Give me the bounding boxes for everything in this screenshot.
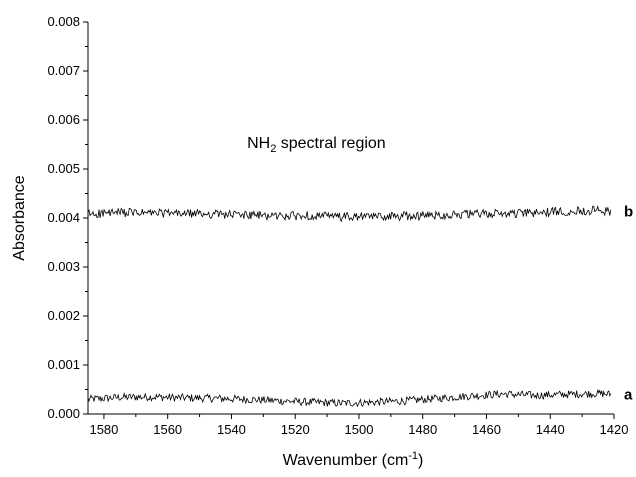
y-axis-ticks: 0.000 0.001 0.002 0.003 0.004 0.005 0.006 0.007… — [47, 14, 88, 421]
y-tick-label: 0.000 — [47, 406, 80, 421]
y-tick-label: 0.007 — [47, 63, 80, 78]
x-axis-ticks: 1580 1560 1540 1520 1500 1480 1460 1440 1420 — [89, 414, 628, 437]
x-tick-label: 1420 — [600, 422, 629, 437]
y-tick-label: 0.004 — [47, 210, 80, 225]
x-tick-label: 1560 — [153, 422, 182, 437]
x-tick-label: 1440 — [536, 422, 565, 437]
y-tick-label: 0.005 — [47, 161, 80, 176]
x-tick-label: 1520 — [281, 422, 310, 437]
x-axis-title: Wavenumber (cm-1) — [283, 450, 424, 469]
y-tick-label: 0.001 — [47, 357, 80, 372]
y-tick-label: 0.008 — [47, 14, 80, 29]
x-tick-label: 1460 — [472, 422, 501, 437]
series-trace-a — [87, 389, 612, 408]
series-trace-b — [87, 205, 612, 223]
series-labels: ab — [624, 204, 633, 404]
series-label-b: b — [624, 204, 633, 221]
series-label-a: a — [624, 386, 633, 403]
x-tick-label: 1480 — [408, 422, 437, 437]
series-layer — [87, 205, 612, 408]
x-tick-label: 1500 — [345, 422, 374, 437]
y-tick-label: 0.002 — [47, 308, 80, 323]
x-tick-label: 1580 — [89, 422, 118, 437]
y-tick-label: 0.006 — [47, 112, 80, 127]
y-axis-title: Absorbance — [11, 175, 28, 260]
y-tick-label: 0.003 — [47, 259, 80, 274]
x-tick-label: 1540 — [217, 422, 246, 437]
annotation-nh2-spectral-region: NH2 spectral region — [247, 135, 386, 155]
